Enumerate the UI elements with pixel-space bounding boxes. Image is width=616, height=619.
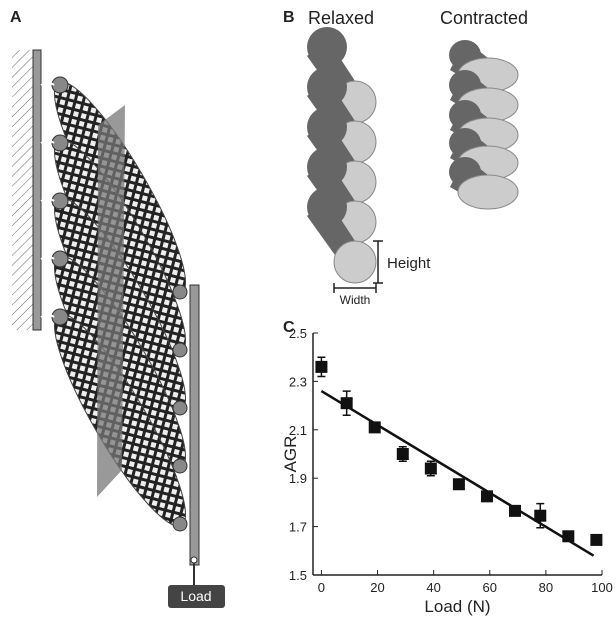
width-label: Width bbox=[340, 293, 371, 307]
fit-line bbox=[320, 390, 595, 557]
y-tick-label: 1.7 bbox=[289, 520, 307, 535]
panel-label: C bbox=[283, 319, 295, 336]
point bbox=[396, 448, 409, 460]
load-label: Load bbox=[180, 588, 211, 604]
muscle-diagram bbox=[12, 49, 225, 608]
chart: 1.5 1.7 1.9 2.1 2.3 2.5 0 20 40 60 80 100 Load (N) AG… bbox=[281, 326, 613, 616]
contracted-cylinders bbox=[449, 40, 519, 210]
point bbox=[562, 530, 575, 543]
x-tick-label: 60 bbox=[483, 580, 497, 595]
y-tick-label: 2.1 bbox=[289, 423, 307, 438]
x-tick-label: 20 bbox=[370, 580, 384, 595]
y-tick-label: 1.5 bbox=[289, 568, 307, 583]
point bbox=[315, 360, 328, 373]
point bbox=[340, 397, 353, 410]
point bbox=[452, 478, 465, 491]
x-tick-label: 40 bbox=[426, 580, 440, 595]
point bbox=[534, 509, 547, 522]
point bbox=[590, 533, 603, 546]
panel-label: B bbox=[283, 9, 295, 26]
relaxed-cylinders bbox=[307, 27, 383, 293]
x-tick-label: 80 bbox=[539, 580, 553, 595]
panel-label: A bbox=[10, 9, 22, 26]
x-tick-label: 0 bbox=[318, 580, 325, 595]
y-tick-label: 2.5 bbox=[289, 326, 307, 341]
x-tick-label: 100 bbox=[591, 580, 613, 595]
point bbox=[368, 421, 381, 434]
relaxed-label: Relaxed bbox=[308, 8, 374, 28]
y-tick-label: 2.3 bbox=[289, 374, 307, 389]
height-label: Height bbox=[387, 255, 431, 272]
point bbox=[509, 504, 522, 517]
point bbox=[424, 462, 437, 475]
y-tick-label: 1.9 bbox=[289, 471, 307, 486]
x-axis-label: Load (N) bbox=[424, 597, 490, 616]
y-axis-label: AGR bbox=[281, 436, 300, 473]
point bbox=[480, 490, 493, 503]
contracted-label: Contracted bbox=[440, 8, 528, 28]
